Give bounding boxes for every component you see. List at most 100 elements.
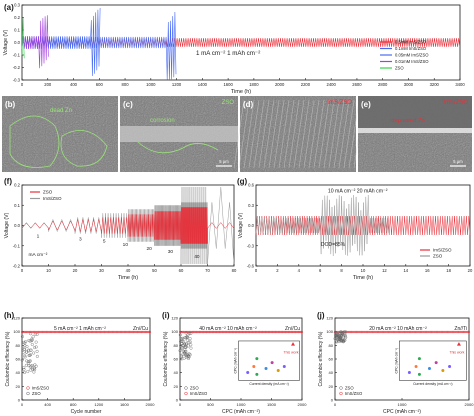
platelet-texture [333,99,345,169]
data-point-ims-zso [181,330,185,334]
data-point-zso [178,333,182,337]
data-point-zso [179,354,183,358]
panel-f: (f) 0 10 20 30 40 50 60 70 80 -0.2 -0.1 0.0 0.1 0.2 Tim… [4,177,237,281]
panel-j: (j) 0 1000 2000 0 20 40 60 80 100 120 CPC (mAh cm⁻²… [317,311,474,415]
data-point-ims-zso [208,330,211,334]
data-point-ims-zso [264,330,267,334]
x-tick-label: 16 [425,268,430,273]
series-line-zso [255,195,389,256]
panel-b-sem-image: dead Zn (b) [2,96,118,172]
data-point-ims-zso [260,330,263,334]
data-point-ims-zso [199,330,202,334]
platelet-texture [348,99,360,169]
data-point-zso [339,332,343,336]
rate-label: 20 [147,246,153,252]
data-point-ims-zso [254,330,258,334]
data-point-zso [342,330,346,334]
panel-label-i: (i) [162,311,170,320]
data-point-zso [340,333,344,337]
data-point-zso [20,335,24,339]
data-point-ims-zso [276,330,279,334]
data-point-ims-zso [292,330,295,334]
data-point-zso [343,332,347,336]
data-point-ims-zso [239,330,242,334]
platelet-texture [273,99,285,169]
data-point-ims-zso [264,330,268,334]
y-tick-label: 80 [16,343,21,348]
data-point-ims-zso [252,330,255,334]
y-tick-label: 0.0 [14,40,20,45]
x-tick-label: 0 [255,268,258,273]
data-point-ims-zso [216,330,219,334]
x-tick-label: 2000 [146,402,156,407]
data-point-ims-zso [230,330,233,334]
panel-c-tag: ZSO [222,100,235,106]
x-axis-label: Time (h) [231,89,251,95]
legend-entry: ZSO [32,391,41,396]
legend-entry: ZSO [190,386,199,391]
data-point-zso [184,342,188,346]
legend-entry: ZSO [433,254,443,259]
inset-data-point [427,367,431,371]
scale-bar-label: 5 μm [219,159,229,164]
data-point-ims-zso [271,330,274,334]
data-point-ims-zso [225,330,228,334]
data-point-ims-zso [244,330,248,334]
data-point-ims-zso [294,330,297,334]
inset-data-point [246,370,250,374]
x-tick-label: 1600 [223,82,233,87]
data-point-ims-zso [261,330,264,334]
data-point-ims-zso [250,330,253,334]
data-point-ims-zso [190,330,193,334]
data-point-ims-zso [148,330,152,334]
data-point-zso [183,352,187,356]
x-tick-label: 12 [382,268,387,273]
data-point-ims-zso [214,330,217,334]
data-point-ims-zso [229,330,232,334]
data-point-ims-zso [288,330,291,334]
x-tick-label: 800 [122,82,130,87]
data-point-ims-zso [251,330,254,334]
data-point-zso [178,349,182,353]
legend-entry: ImS/ZSO [433,248,452,253]
data-point-zso [181,349,185,353]
data-point-ims-zso [192,330,195,334]
x-tick-label: 50 [152,268,157,273]
series-line-zso [21,17,25,59]
data-point-zso [189,343,193,347]
y-tick-label: 0.1 [14,28,20,33]
y-tick-label: 60 [174,357,179,362]
legend-entry: 0.05mM ImS/ZSO [395,53,429,58]
data-point-zso [29,353,33,357]
x-tick-label: 14 [403,268,408,273]
panel-h-annotation: 5 mA cm⁻² 1 mAh cm⁻² [54,326,106,332]
data-point-ims-zso [188,330,191,334]
data-point-zso [25,350,29,354]
inset-data-point [276,368,280,372]
data-point-zso [184,331,188,335]
platelet-texture [243,99,255,169]
data-point-zso [188,340,192,344]
data-point-ims-zso [246,330,249,334]
inset-frame [238,340,300,381]
panel-g-annotation: 10 mA cm⁻² 20 mAh cm⁻² [328,188,388,194]
data-point-zso [23,344,27,348]
data-point-ims-zso [241,330,245,334]
data-point-zso [23,354,27,358]
y-tick-label: 60 [329,357,334,362]
data-point-zso [29,368,33,372]
legend-entry: ImS/ZSO [43,196,62,201]
data-point-ims-zso [241,330,244,334]
data-point-ims-zso [204,330,208,334]
data-point-ims-zso [248,330,251,334]
data-point-zso [22,340,26,344]
data-point-ims-zso [244,330,247,334]
data-point-ims-zso [287,330,290,334]
y-axis-label: Coulombic efficiency (%) [163,331,169,386]
y-tick-label: 20 [16,384,21,389]
x-tick-label: 30 [99,268,104,273]
data-point-zso [24,363,28,367]
data-point-ims-zso [181,330,184,334]
legend-marker [184,391,188,396]
corrosion-label: corrosion [150,118,175,124]
